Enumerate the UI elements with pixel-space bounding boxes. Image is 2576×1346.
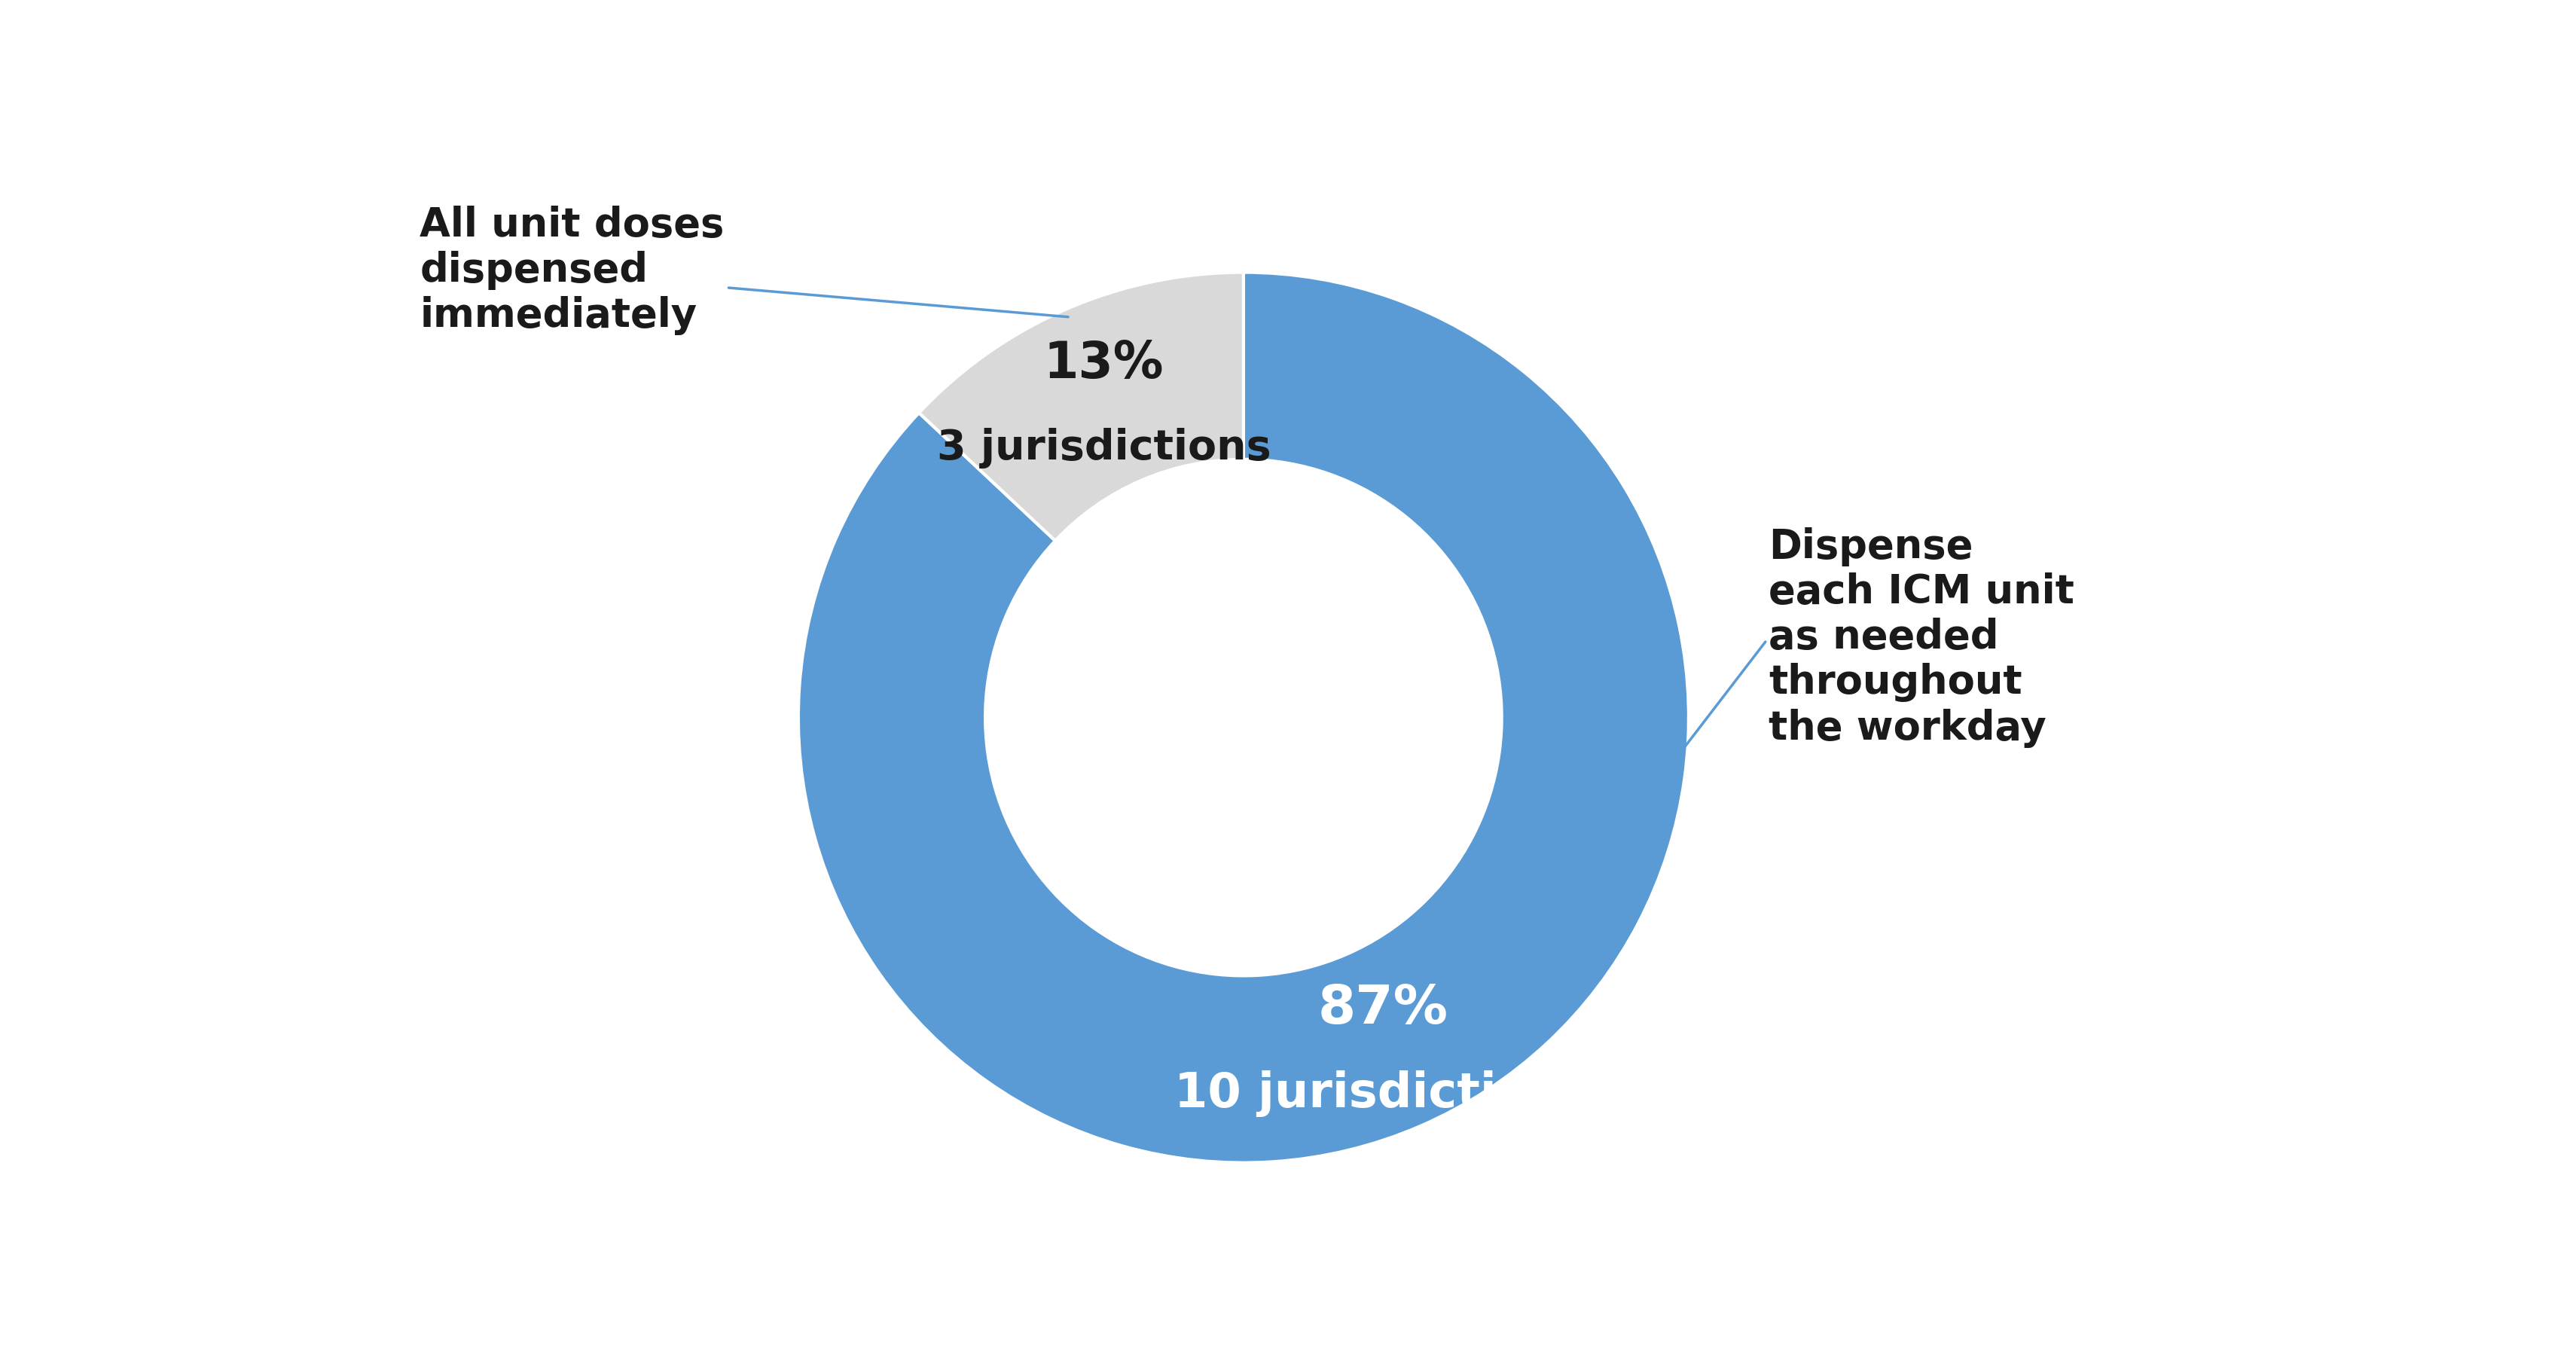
- Text: 87%: 87%: [1319, 983, 1448, 1035]
- Text: 10 jurisdictions: 10 jurisdictions: [1175, 1070, 1592, 1117]
- Text: 13%: 13%: [1043, 339, 1164, 389]
- Wedge shape: [799, 272, 1690, 1163]
- Wedge shape: [920, 272, 1244, 541]
- Text: All unit doses
dispensed
immediately: All unit doses dispensed immediately: [420, 206, 1069, 335]
- Text: 3 jurisdictions: 3 jurisdictions: [938, 428, 1270, 468]
- Text: Dispense
each ICM unit
as needed
throughout
the workday: Dispense each ICM unit as needed through…: [1680, 528, 2074, 754]
